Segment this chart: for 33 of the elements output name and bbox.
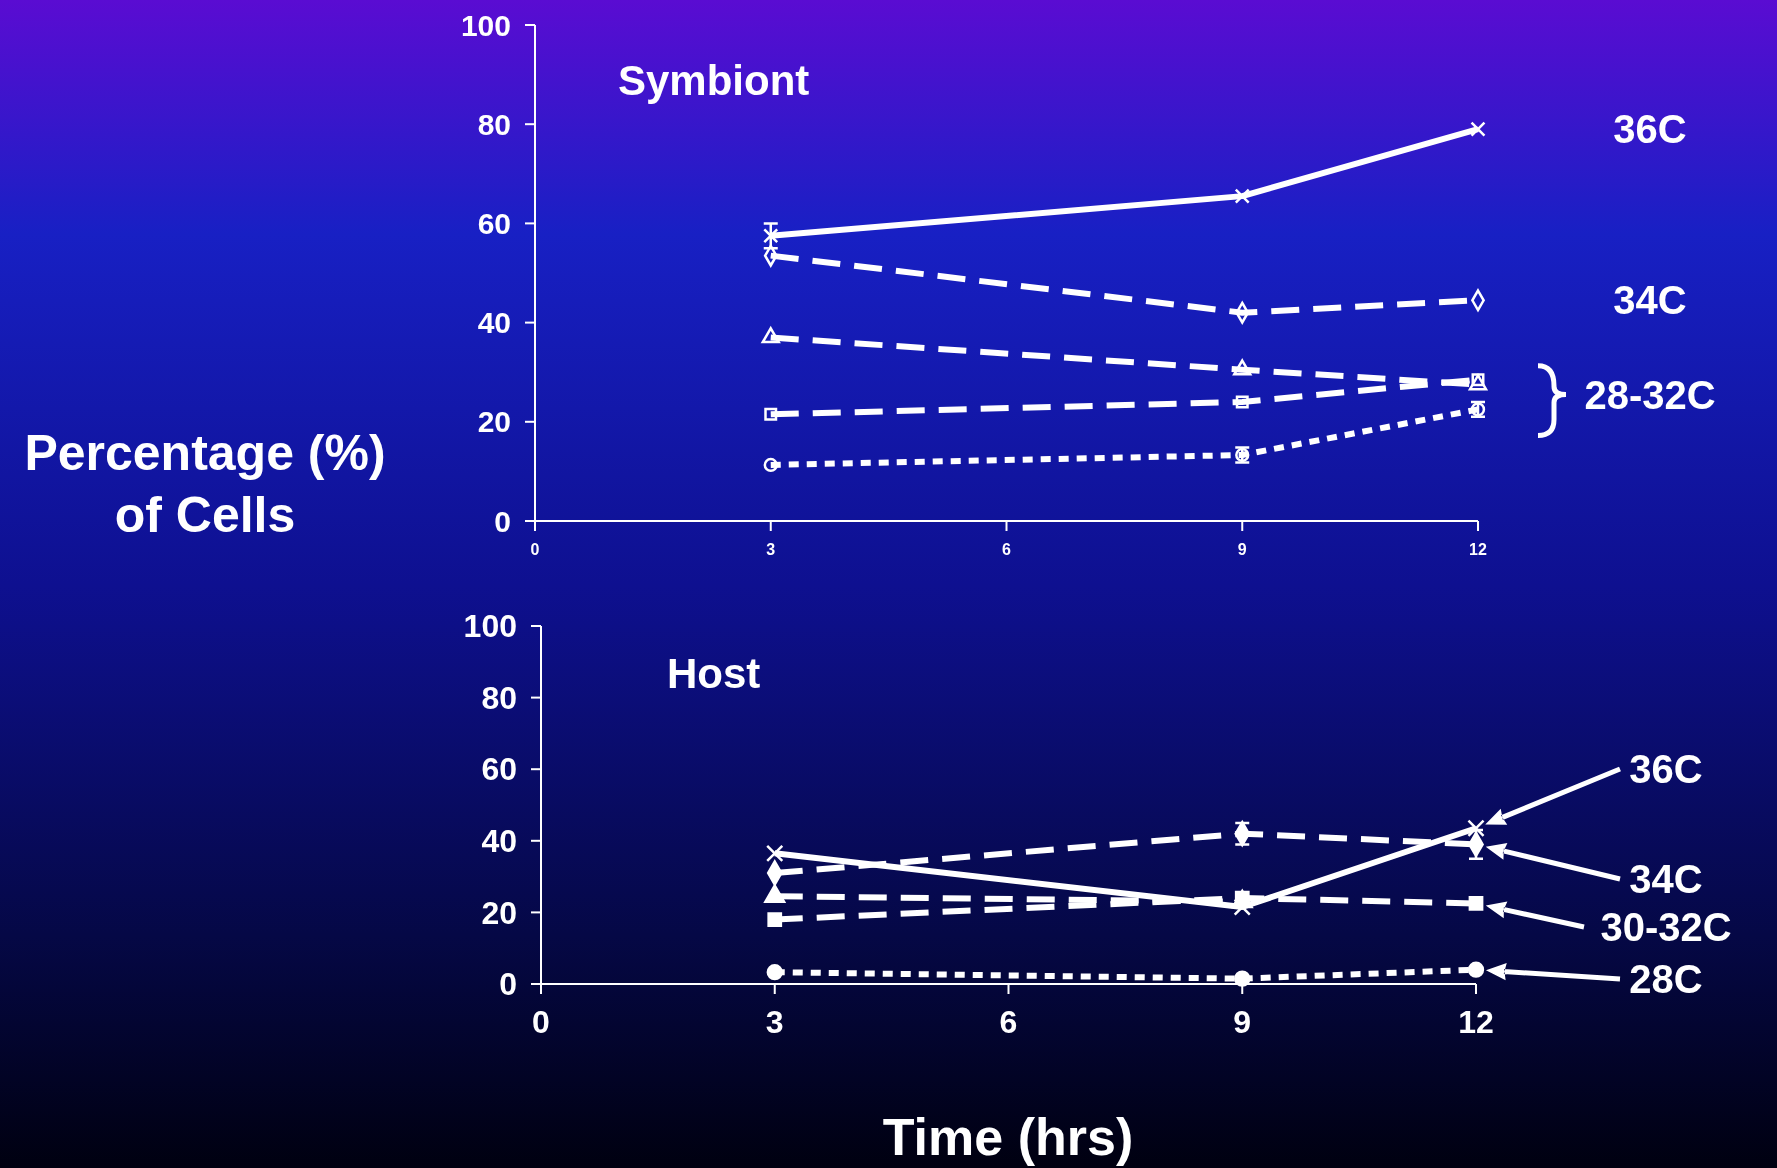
x-tick-label: 0 <box>532 1003 550 1040</box>
x-tick-label: 9 <box>1237 541 1247 559</box>
x-tick-label: 3 <box>766 541 776 559</box>
x-tick-label: 12 <box>1469 541 1487 559</box>
y-tick-label: 20 <box>481 894 517 931</box>
x-tick-label: 6 <box>999 1003 1018 1040</box>
x-tick-label: 9 <box>1233 1003 1252 1040</box>
x-axis-title: Time (hrs) <box>882 1108 1134 1166</box>
y-tick-label: 100 <box>460 8 511 42</box>
y-tick-label: 100 <box>463 608 517 645</box>
y-tick-label: 40 <box>477 306 511 340</box>
text: 28-32C <box>1584 372 1716 417</box>
text: 30-32C <box>1600 905 1732 949</box>
x-tick-label: 12 <box>1458 1003 1494 1040</box>
y-tick-label: 80 <box>481 679 517 716</box>
y-tick-label: 40 <box>481 823 517 859</box>
text: 34C <box>1613 278 1687 323</box>
text: Host <box>667 650 761 697</box>
y-tick-label: 20 <box>477 405 511 439</box>
text: 36C <box>1613 107 1687 152</box>
y-tick-label: 0 <box>494 504 511 538</box>
y-tick-label: 60 <box>481 751 517 788</box>
text: 28C <box>1629 957 1703 1001</box>
x-tick-label: 0 <box>530 541 540 559</box>
text: 36C <box>1629 747 1703 791</box>
text: Symbiont <box>618 57 810 104</box>
x-tick-label: 3 <box>765 1003 784 1040</box>
y-tick-label: 80 <box>477 107 511 141</box>
y-tick-label: 60 <box>477 206 511 240</box>
y-axis-title: Percentage (%) of Cells <box>24 425 386 543</box>
x-tick-label: 6 <box>1002 541 1012 559</box>
y-tick-label: 0 <box>499 966 517 1003</box>
text: 34C <box>1629 857 1703 901</box>
